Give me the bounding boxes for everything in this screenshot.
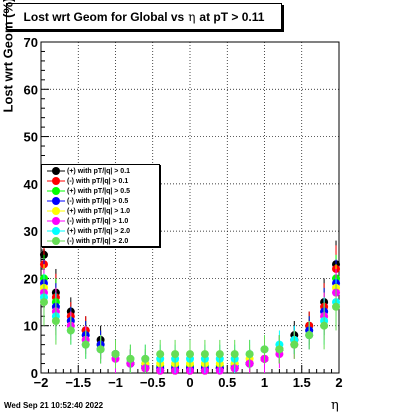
legend-marker: [45, 216, 67, 226]
y-tick-label: 10: [24, 319, 38, 334]
y-tick-label: 20: [24, 271, 38, 286]
x-tick-label: −2: [34, 375, 49, 390]
legend-marker: [45, 236, 67, 246]
data-point: [96, 345, 105, 354]
data-point: [260, 345, 269, 354]
legend-label: (+) with pT/|q| > 1.0: [67, 207, 131, 215]
legend-entry: (-) with pT/|q| > 0.1: [45, 176, 156, 186]
legend-label: (-) with pT/|q| > 2.0: [67, 237, 129, 245]
data-point: [156, 350, 165, 359]
data-point: [81, 340, 90, 349]
legend-marker: [45, 226, 67, 236]
data-point: [275, 345, 284, 354]
data-point: [141, 354, 150, 363]
x-tick-label: −1: [108, 375, 123, 390]
x-tick-label: 0.5: [218, 375, 236, 390]
x-tick-label: 2: [335, 375, 342, 390]
x-axis-label: η: [331, 398, 339, 413]
legend-marker: [45, 176, 67, 186]
x-tick-label: −1.5: [65, 375, 91, 390]
legend-entry: (-) with pT/|q| > 0.5: [45, 196, 156, 206]
y-tick-label: 40: [24, 177, 38, 192]
y-tick-label: 70: [24, 35, 38, 50]
legend-label: (-) with pT/|q| > 0.5: [67, 197, 129, 205]
data-point: [39, 298, 48, 307]
legend-label: (+) with pT/|q| > 2.0: [67, 227, 131, 235]
data-point: [66, 326, 75, 335]
data-point: [332, 302, 341, 311]
legend-entry: (+) with pT/|q| > 2.0: [45, 226, 156, 236]
legend-label: (+) with pT/|q| > 0.5: [67, 187, 131, 195]
data-point: [171, 350, 180, 359]
data-point: [215, 350, 224, 359]
x-tick-label: −0.5: [140, 375, 166, 390]
y-tick-label: 0: [31, 366, 38, 381]
data-point: [111, 350, 120, 359]
data-point: [245, 350, 254, 359]
legend-label: (+) with pT/|q| > 0.1: [67, 167, 131, 175]
chart-title-part-1: Lost wrt Geom for Global vs: [23, 9, 185, 24]
legend-entry: (+) with pT/|q| > 0.5: [45, 186, 156, 196]
legend-entry: (+) with pT/|q| > 1.0: [45, 206, 156, 216]
data-point: [290, 340, 299, 349]
x-tick-label: 0: [186, 375, 193, 390]
x-tick-label: 1: [261, 375, 268, 390]
data-point: [186, 350, 194, 359]
y-tick-label: 30: [24, 224, 38, 239]
legend-label: (-) with pT/|q| > 0.1: [67, 177, 129, 185]
data-point: [320, 321, 329, 330]
legend-entry: (-) with pT/|q| > 2.0: [45, 236, 156, 246]
footer-timestamp: Wed Sep 21 10:52:40 2022: [4, 401, 104, 410]
y-axis-label-text: Lost wrt Geom (%): [0, 0, 16, 113]
data-point: [305, 331, 314, 340]
legend-marker: [45, 196, 67, 206]
legend-entry: (+) with pT/|q| > 0.1: [45, 166, 156, 176]
legend-marker: [45, 186, 67, 196]
legend: (+) with pT/|q| > 0.1 (-) with pT/|q| > 0…: [41, 164, 160, 247]
data-point: [126, 354, 135, 363]
chart-title-eta: η: [188, 9, 196, 24]
data-point: [230, 350, 239, 359]
y-tick-label: 50: [24, 130, 38, 145]
legend-entry: (-) with pT/|q| > 1.0: [45, 216, 156, 226]
legend-marker: [45, 206, 67, 216]
x-tick-label: 1.5: [293, 375, 311, 390]
data-point: [51, 316, 60, 325]
data-point: [200, 350, 209, 359]
y-tick-label: 60: [24, 82, 38, 97]
legend-marker: [45, 166, 67, 176]
chart-title-part-3: at pT > 0.11: [199, 9, 265, 24]
chart-title: Lost wrt Geom for Global vs η at pT > 0.…: [6, 3, 282, 30]
legend-label: (-) with pT/|q| > 1.0: [67, 217, 129, 225]
